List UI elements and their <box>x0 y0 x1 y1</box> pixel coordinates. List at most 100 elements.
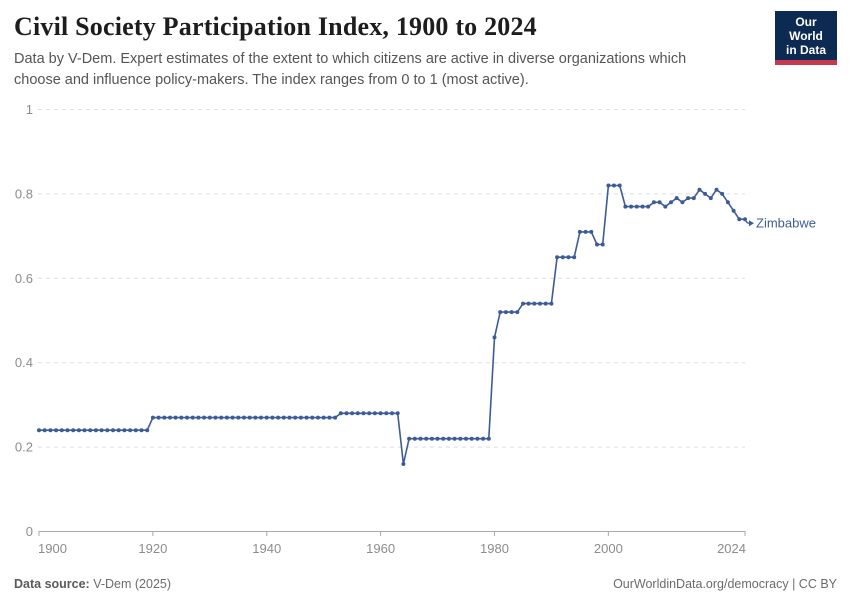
chart-footer: Data source: V-Dem (2025) OurWorldinData… <box>14 577 837 591</box>
data-point-1930 <box>207 415 212 420</box>
x-tick-label-2024: 2024 <box>717 541 746 556</box>
data-point-1984 <box>515 310 520 315</box>
chart-subtitle: Data by V-Dem. Expert estimates of the e… <box>14 51 687 88</box>
data-point-2001 <box>612 183 616 188</box>
license-link[interactable]: CC BY <box>798 577 837 591</box>
data-point-1950 <box>321 415 326 420</box>
data-point-1949 <box>316 415 320 420</box>
chart-title: Civil Society Participation Index, 1900 … <box>14 12 537 41</box>
data-point-1965 <box>407 436 412 441</box>
data-point-1911 <box>99 428 104 433</box>
data-point-2019 <box>714 187 719 192</box>
data-point-2012 <box>674 196 679 201</box>
data-point-1966 <box>412 436 417 441</box>
data-source-label: Data source: <box>14 577 90 591</box>
data-point-1951 <box>327 415 332 420</box>
data-point-1999 <box>600 242 605 247</box>
data-point-1973 <box>452 436 457 441</box>
data-point-1913 <box>111 428 115 433</box>
site-link[interactable]: OurWorldinData.org/democracy <box>613 577 789 591</box>
data-point-1935 <box>236 415 241 420</box>
data-point-2005 <box>634 204 639 209</box>
data-point-1977 <box>475 436 480 441</box>
data-point-2013 <box>680 200 685 205</box>
data-point-1970 <box>435 436 440 441</box>
x-tick-label-1980: 1980 <box>480 541 509 556</box>
data-point-1994 <box>572 255 577 260</box>
data-point-2010 <box>663 204 668 209</box>
data-point-1926 <box>185 415 189 420</box>
data-point-1929 <box>202 415 207 420</box>
data-point-1961 <box>384 411 389 416</box>
entity-label-leader <box>744 218 750 224</box>
data-point-2011 <box>669 200 673 205</box>
data-point-1956 <box>355 411 360 416</box>
data-point-1944 <box>287 415 292 420</box>
data-point-2020 <box>720 191 725 196</box>
owid-logo-line2: in Data <box>785 43 826 57</box>
y-tick-label-0.4: 0.4 <box>15 355 33 370</box>
data-point-1989 <box>543 301 548 306</box>
data-point-1955 <box>350 411 355 416</box>
data-point-2006 <box>640 204 645 209</box>
data-point-1939 <box>259 415 263 420</box>
data-point-2007 <box>646 204 651 209</box>
data-point-1914 <box>116 428 121 433</box>
data-point-2015 <box>691 196 696 201</box>
data-point-1986 <box>526 301 531 306</box>
entity-label-arrow-icon <box>749 220 754 227</box>
data-point-1924 <box>173 415 178 420</box>
data-point-1903 <box>54 428 59 433</box>
data-point-2004 <box>629 204 634 209</box>
data-point-1942 <box>276 415 281 420</box>
data-point-1937 <box>247 415 252 420</box>
series-line-zimbabwe[interactable] <box>38 184 746 465</box>
data-point-1978 <box>481 436 486 441</box>
data-point-1971 <box>441 436 446 441</box>
data-point-1982 <box>503 310 508 315</box>
owid-logo-text: Our World in Data <box>775 11 837 60</box>
footer-separator: | <box>788 577 799 591</box>
data-point-2018 <box>708 196 713 201</box>
data-point-2022 <box>731 208 736 213</box>
data-point-1963 <box>395 411 400 416</box>
data-point-2016 <box>697 187 702 192</box>
x-tick-label-1960: 1960 <box>366 541 395 556</box>
data-point-1990 <box>549 301 554 306</box>
data-point-1969 <box>429 436 434 441</box>
owid-logo[interactable]: Our World in Data <box>775 11 837 65</box>
data-point-1931 <box>213 415 218 420</box>
data-point-1938 <box>253 415 258 420</box>
data-point-2021 <box>725 200 730 205</box>
data-point-1975 <box>464 436 468 441</box>
data-point-1904 <box>59 428 64 433</box>
x-tick-label-1920: 1920 <box>138 541 167 556</box>
entity-label-zimbabwe[interactable]: Zimbabwe <box>756 216 816 231</box>
data-point-1902 <box>48 428 53 433</box>
y-tick-label-0.8: 0.8 <box>15 186 33 201</box>
data-point-1968 <box>424 436 429 441</box>
data-point-1910 <box>93 428 98 433</box>
data-point-1991 <box>555 255 560 260</box>
data-point-2014 <box>686 196 691 201</box>
data-point-1901 <box>42 428 47 433</box>
data-point-1921 <box>156 415 161 420</box>
y-tick-label-0.2: 0.2 <box>15 440 33 455</box>
data-point-1908 <box>82 428 87 433</box>
data-point-1974 <box>458 436 463 441</box>
data-point-1962 <box>390 411 394 416</box>
data-point-1907 <box>76 428 81 433</box>
data-point-1909 <box>88 428 93 433</box>
data-point-1998 <box>595 242 599 247</box>
data-point-1985 <box>521 301 525 306</box>
data-point-1943 <box>281 415 286 420</box>
data-point-2017 <box>703 191 708 196</box>
x-tick-label-1940: 1940 <box>252 541 281 556</box>
data-point-1967 <box>418 436 423 441</box>
data-point-1915 <box>122 428 127 433</box>
data-point-1919 <box>145 428 150 433</box>
data-point-1922 <box>162 415 167 420</box>
data-point-1923 <box>168 415 172 420</box>
